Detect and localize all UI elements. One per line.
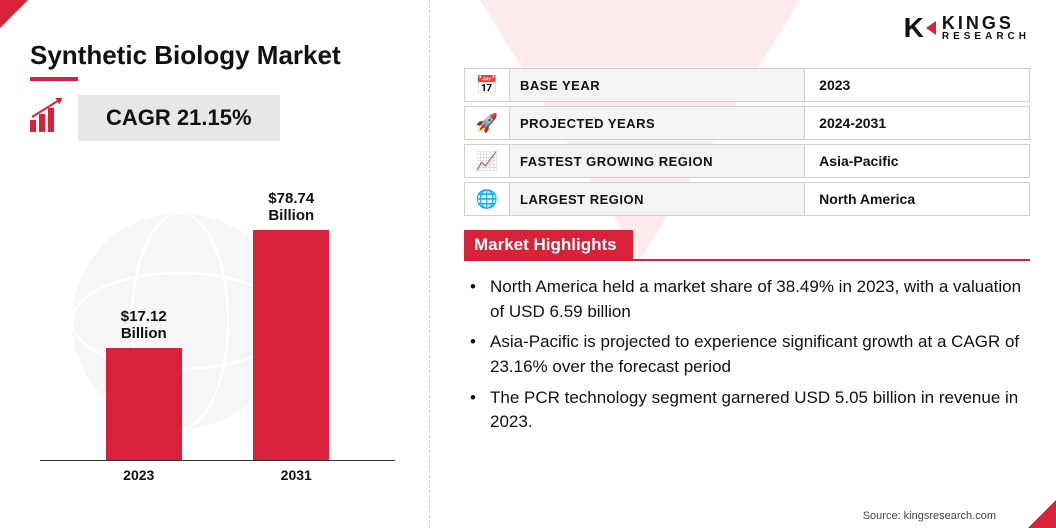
cagr-row: CAGR 21.15% <box>30 95 405 141</box>
page-container: Synthetic Biology Market CAGR 21.15% $17… <box>0 0 1056 528</box>
page-title: Synthetic Biology Market <box>30 40 405 71</box>
bar-label-2023: $17.12Billion <box>121 308 167 343</box>
bar-rect-2023 <box>106 348 182 460</box>
chart-plot-area: $17.12Billion $78.74Billion <box>40 201 395 461</box>
x-label-1: 2031 <box>246 467 346 483</box>
fact-label: BASE YEAR <box>509 69 805 101</box>
highlight-item: North America held a market share of 38.… <box>470 275 1030 324</box>
logo-triangle-icon <box>926 21 936 35</box>
logo-line2: RESEARCH <box>942 32 1030 42</box>
fact-value: 2023 <box>805 69 1029 101</box>
right-panel: K KINGS RESEARCH 📅 BASE YEAR 2023 🚀 PROJ… <box>430 0 1056 528</box>
fact-label: FASTEST GROWING REGION <box>509 145 805 177</box>
highlight-item: The PCR technology segment garnered USD … <box>470 386 1030 435</box>
fact-value: Asia-Pacific <box>805 145 1029 177</box>
growth-bars-icon <box>30 104 66 132</box>
brand-logo: K KINGS RESEARCH <box>904 12 1030 44</box>
fact-value: North America <box>805 183 1029 215</box>
fact-value: 2024-2031 <box>805 107 1029 139</box>
market-highlights-title: Market Highlights <box>464 230 633 260</box>
bar-rect-2031 <box>253 230 329 460</box>
calendar-icon: 📅 <box>465 69 509 101</box>
fact-label: PROJECTED YEARS <box>509 107 805 139</box>
globe-icon: 🌐 <box>465 183 509 215</box>
facts-table: 📅 BASE YEAR 2023 🚀 PROJECTED YEARS 2024-… <box>464 68 1030 216</box>
rocket-icon: 🚀 <box>465 107 509 139</box>
bar-chart: $17.12Billion $78.74Billion <box>40 161 395 461</box>
fact-label: LARGEST REGION <box>509 183 805 215</box>
logo-k-icon: K <box>904 12 924 44</box>
fact-row-largest-region: 🌐 LARGEST REGION North America <box>464 182 1030 216</box>
highlight-item: Asia-Pacific is projected to experience … <box>470 330 1030 379</box>
logo-line1: KINGS <box>942 14 1030 32</box>
fact-row-projected-years: 🚀 PROJECTED YEARS 2024-2031 <box>464 106 1030 140</box>
title-underline <box>30 77 78 81</box>
x-label-0: 2023 <box>89 467 189 483</box>
bar-2031: $78.74Billion <box>241 190 341 461</box>
bar-2023: $17.12Billion <box>94 308 194 461</box>
fact-row-fastest-region: 📈 FASTEST GROWING REGION Asia-Pacific <box>464 144 1030 178</box>
highlights-list: North America held a market share of 38.… <box>464 275 1030 435</box>
left-panel: Synthetic Biology Market CAGR 21.15% $17… <box>0 0 430 528</box>
x-axis-labels: 2023 2031 <box>30 461 405 483</box>
market-highlights-header: Market Highlights <box>464 230 1030 261</box>
bar-label-2031: $78.74Billion <box>268 190 314 225</box>
fact-row-base-year: 📅 BASE YEAR 2023 <box>464 68 1030 102</box>
growth-icon: 📈 <box>465 145 509 177</box>
source-attribution: Source: kingsresearch.com <box>863 510 996 522</box>
cagr-value: CAGR 21.15% <box>78 95 280 141</box>
